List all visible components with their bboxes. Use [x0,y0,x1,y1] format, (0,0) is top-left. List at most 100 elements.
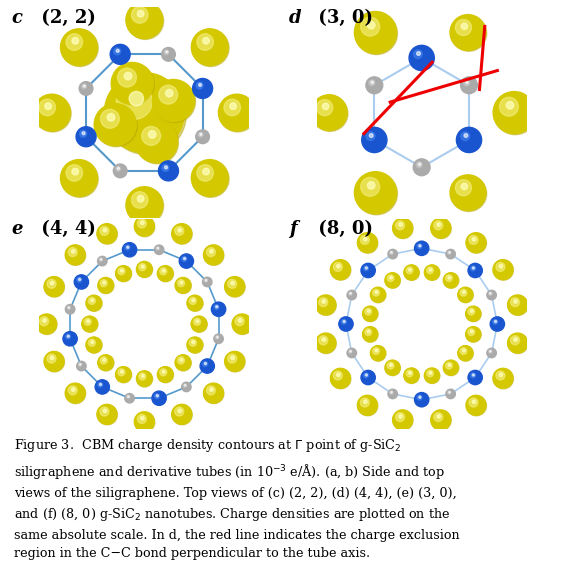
Circle shape [192,299,195,302]
Circle shape [196,320,199,323]
Circle shape [165,89,173,97]
Circle shape [365,374,367,376]
Circle shape [98,278,114,293]
Circle shape [175,407,184,416]
Circle shape [112,63,155,105]
Text: (3, 0): (3, 0) [312,9,374,26]
Circle shape [445,275,452,282]
Circle shape [50,356,54,360]
Circle shape [370,287,385,302]
Circle shape [424,368,439,383]
Circle shape [496,371,505,380]
Circle shape [158,85,178,104]
Circle shape [449,392,450,393]
Circle shape [97,405,117,425]
Circle shape [461,183,468,190]
Circle shape [389,251,393,255]
Circle shape [470,310,473,312]
Circle shape [192,78,213,98]
Circle shape [98,355,114,371]
Circle shape [77,277,82,282]
Circle shape [316,334,336,354]
Circle shape [95,105,138,147]
Circle shape [470,373,475,378]
Circle shape [218,94,255,131]
Circle shape [204,245,224,266]
Circle shape [464,134,468,138]
Circle shape [316,333,336,353]
Circle shape [445,362,452,369]
Circle shape [209,249,213,253]
Circle shape [114,48,121,55]
Circle shape [116,266,132,282]
Circle shape [175,355,191,371]
Circle shape [100,226,109,236]
Circle shape [182,256,187,262]
Circle shape [79,363,81,365]
Circle shape [191,316,207,332]
Circle shape [231,356,234,360]
Circle shape [461,132,470,141]
Circle shape [341,319,346,324]
Circle shape [214,305,219,309]
Circle shape [490,293,491,294]
Circle shape [399,415,402,418]
Circle shape [490,317,504,331]
Circle shape [197,34,213,50]
Circle shape [39,99,55,116]
Circle shape [414,50,422,59]
Circle shape [43,319,46,323]
Circle shape [118,369,125,376]
Circle shape [473,374,474,376]
Circle shape [203,277,212,287]
Circle shape [140,416,144,420]
Circle shape [158,367,174,383]
Circle shape [431,218,451,238]
Circle shape [450,14,486,50]
Circle shape [514,300,517,303]
Circle shape [431,219,451,238]
Circle shape [88,339,96,346]
Circle shape [78,363,82,366]
Circle shape [87,320,89,323]
Circle shape [371,287,386,303]
Circle shape [444,361,459,376]
Circle shape [363,327,378,342]
Circle shape [349,350,352,353]
Circle shape [361,398,370,407]
Circle shape [506,101,514,109]
Circle shape [427,370,434,377]
Circle shape [389,391,393,394]
Circle shape [367,181,375,189]
Circle shape [490,351,491,352]
Circle shape [427,267,434,274]
Circle shape [487,290,496,300]
Circle shape [470,330,473,333]
Circle shape [434,221,443,230]
Circle shape [464,80,469,86]
Circle shape [157,266,173,282]
Circle shape [192,161,229,198]
Circle shape [466,81,468,84]
Circle shape [142,265,144,268]
Circle shape [118,68,136,87]
Circle shape [444,273,459,288]
Circle shape [86,295,102,311]
Text: e: e [11,220,23,238]
Circle shape [406,267,413,274]
Circle shape [97,223,117,244]
Circle shape [238,319,242,323]
Circle shape [203,361,208,366]
Circle shape [409,372,411,374]
Circle shape [66,165,83,181]
Circle shape [366,132,375,141]
Circle shape [388,389,397,399]
Circle shape [363,237,367,241]
Circle shape [103,409,107,412]
Circle shape [451,176,487,211]
Circle shape [339,317,353,331]
Circle shape [232,314,252,334]
Circle shape [468,329,475,336]
Circle shape [443,272,458,288]
Circle shape [361,370,375,385]
